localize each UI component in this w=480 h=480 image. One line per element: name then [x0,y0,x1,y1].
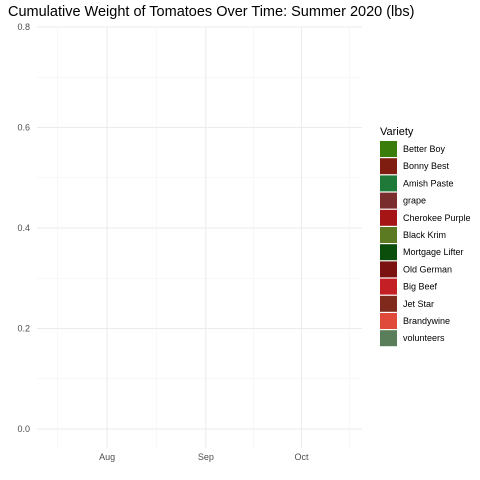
legend-label: Black Krim [403,230,446,240]
y-axis: 0.0 0.2 0.4 0.6 0.8 [17,22,30,434]
legend-label: volunteers [403,333,445,343]
legend-label: Big Beef [403,282,438,292]
x-tick-label: Oct [294,452,309,462]
legend-swatch [380,278,397,295]
legend-swatch [380,175,397,192]
legend: Variety Better Boy Bonny Best Amish Paste g… [380,126,471,347]
y-tick-label: 0.6 [17,123,30,133]
y-tick-label: 0.2 [17,324,30,334]
legend-swatch [380,295,397,312]
x-tick-label: Aug [99,452,115,462]
legend-swatch [380,141,397,157]
legend-swatch [380,261,397,278]
y-tick-label: 0.8 [17,22,30,32]
legend-title: Variety [380,126,414,138]
y-tick-label: 0.4 [17,223,30,233]
legend-label: Amish Paste [403,178,454,188]
y-tick-label: 0.0 [17,424,30,434]
legend-label: Brandywine [403,316,450,326]
legend-label: Old German [403,264,452,274]
legend-label: Cherokee Purple [403,213,471,223]
legend-swatch [380,227,397,243]
legend-swatch [380,330,397,347]
x-tick-label: Sep [198,452,214,462]
legend-label: Mortgage Lifter [403,247,464,257]
legend-label: Jet Star [403,299,434,309]
x-axis: Aug Sep Oct [99,452,309,462]
legend-label: Bonny Best [403,161,450,171]
legend-swatch [380,244,397,261]
grid [37,26,362,448]
chart-title: Cumulative Weight of Tomatoes Over Time:… [8,4,414,20]
legend-swatch [380,158,397,175]
legend-label: grape [403,196,426,206]
legend-swatch [380,192,397,209]
legend-swatch [380,209,397,226]
legend-label: Better Boy [403,144,446,154]
legend-swatch [380,313,397,329]
